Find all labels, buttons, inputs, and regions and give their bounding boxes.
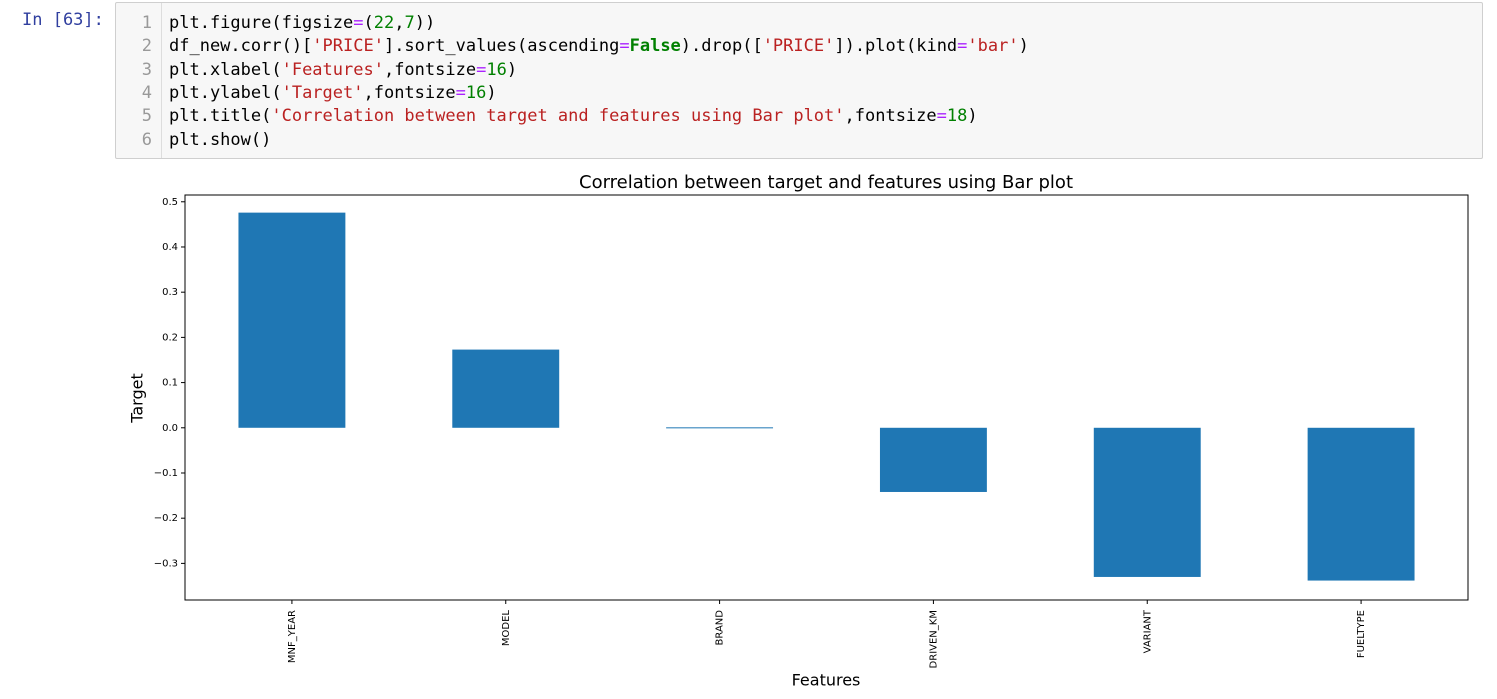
code-token: ( (363, 13, 374, 33)
y-tick-label: 0.4 (162, 242, 178, 253)
y-tick-label: 0.1 (162, 378, 178, 389)
line-number: 2 (141, 36, 152, 57)
code-line: plt.figure(figsize=(22,7)) (169, 13, 435, 33)
code-token: 'Features' (281, 59, 384, 80)
axes-frame (184, 194, 1469, 601)
bar (879, 427, 987, 492)
code-token: False (629, 36, 681, 57)
code-token: = (455, 82, 466, 103)
y-tick-label: −0.2 (154, 513, 178, 524)
y-tick-label: −0.3 (154, 558, 178, 569)
code-token: ].sort_values(ascending (383, 36, 620, 57)
bar (666, 427, 774, 429)
code-token: )) (414, 13, 436, 33)
code-token: ,fontsize (383, 59, 477, 80)
gutter (161, 3, 162, 158)
chart: Correlation between target and features … (128, 172, 1469, 690)
code-token: ,fontsize (844, 106, 937, 127)
bar (452, 349, 560, 428)
line-number: 3 (141, 59, 152, 80)
code-token: ) (1018, 36, 1029, 57)
code-token: df_new.corr()[ (169, 36, 313, 57)
y-tick-label: 0.0 (162, 423, 178, 434)
code-token: ]).plot(kind (834, 36, 958, 57)
x-tick-label: BRAND (715, 610, 726, 646)
code-token: = (476, 59, 487, 80)
code-token: plt.xlabel( (169, 59, 282, 80)
cell-prompt: In [63]: (22, 10, 104, 30)
code-token: ) (967, 106, 978, 127)
y-tick-label: −0.1 (154, 468, 178, 479)
code-line: df_new.corr()['PRICE'].sort_values(ascen… (169, 36, 1029, 56)
x-axis-label: Features (792, 671, 861, 690)
y-tick-label: 0.5 (162, 197, 178, 208)
code-token: ,fontsize (363, 82, 456, 103)
bar (1307, 427, 1415, 581)
code-token: 22 (373, 13, 395, 33)
code-token: 'PRICE' (762, 36, 835, 57)
code-token: 7 (404, 13, 415, 33)
code-token: = (353, 13, 364, 33)
code-cell[interactable]: 1 2 3 4 5 6 plt.figure(figsize=(22,7)) df_new.c… (115, 2, 1483, 159)
bar (238, 212, 346, 428)
code-token: plt.figure(figsize (169, 13, 354, 33)
code-token: 'bar' (967, 36, 1019, 57)
y-tick-label: 0.2 (162, 332, 178, 343)
code-token: 16 (465, 82, 487, 103)
code-token: plt.show() (169, 129, 272, 150)
x-tick-label: FUELTYPE (1356, 610, 1367, 658)
code-token: , (394, 13, 405, 33)
chart-title: Correlation between target and features … (579, 172, 1073, 193)
code-token: = (619, 36, 630, 57)
code-line: plt.title('Correlation between target an… (169, 106, 978, 126)
code-token: 'PRICE' (312, 36, 384, 57)
x-tick-label: MODEL (501, 610, 512, 647)
code-token: 'Correlation between target and features… (271, 106, 845, 127)
code-token: = (936, 106, 947, 127)
line-number: 6 (141, 129, 152, 150)
code-token: plt.ylabel( (169, 82, 282, 103)
code-token: plt.title( (169, 106, 272, 127)
bar (1093, 427, 1201, 577)
line-number: 1 (141, 13, 152, 33)
code-token: 16 (486, 59, 507, 80)
y-tick-label: 0.3 (162, 287, 178, 298)
code-token: 18 (946, 106, 968, 127)
x-tick-label: VARIANT (1142, 609, 1153, 653)
code-token: ) (506, 59, 518, 80)
code-line: plt.xlabel('Features',fontsize=16) (169, 60, 517, 80)
code-line: plt.show() (169, 130, 271, 150)
line-number: 5 (141, 106, 152, 127)
code-token: ).drop([ (680, 36, 763, 57)
code-token: = (957, 36, 968, 57)
x-tick-label: DRIVEN_KM (928, 610, 939, 668)
x-tick-label: MNF_YEAR (287, 610, 298, 663)
code-token: 'Target' (281, 82, 364, 103)
code-line: plt.ylabel('Target',fontsize=16) (169, 83, 497, 103)
y-axis-label: Target (128, 373, 147, 424)
code-token: ) (486, 82, 497, 103)
line-number: 4 (141, 82, 152, 103)
